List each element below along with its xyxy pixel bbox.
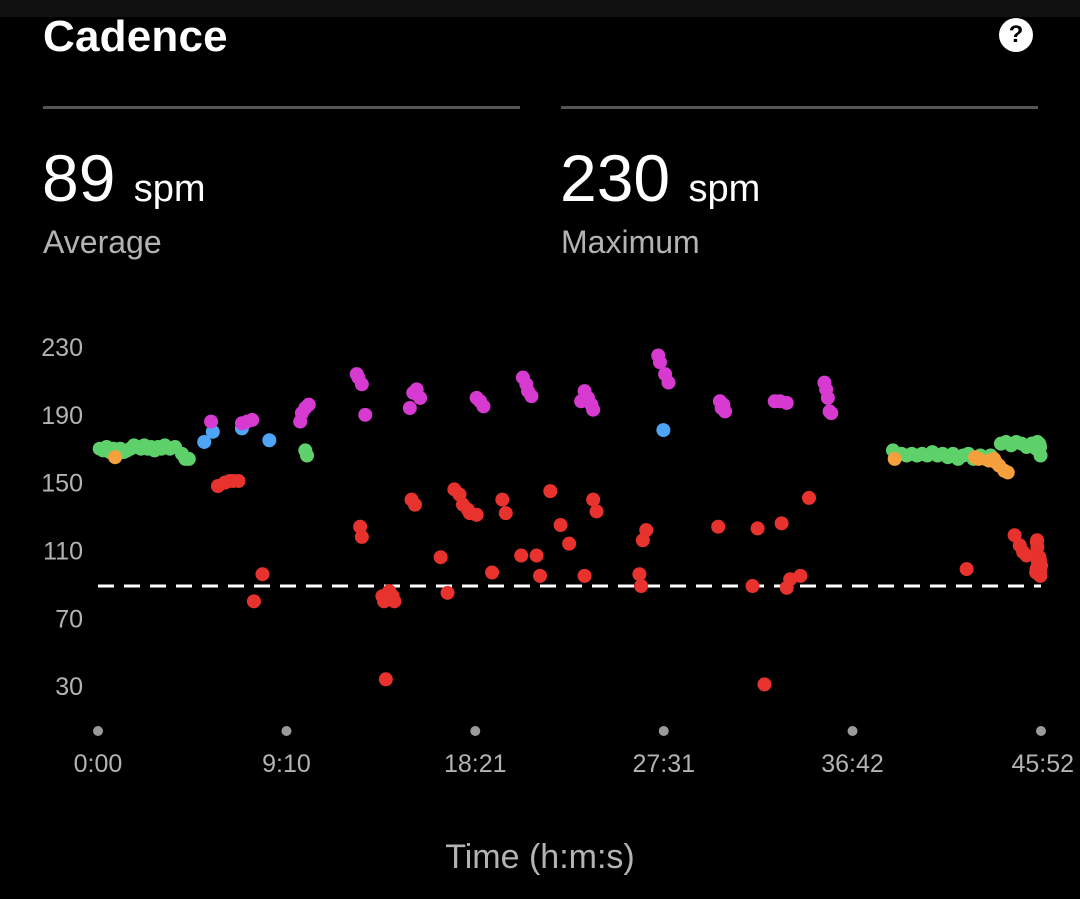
cadence-point [476, 399, 491, 414]
cadence-point [300, 448, 315, 463]
x-tick-label: 18:21 [444, 750, 507, 778]
maximum-unit: spm [688, 168, 761, 210]
x-tick-dot [93, 726, 103, 736]
average-stat: 89 spm [42, 140, 206, 227]
y-tick-label: 230 [41, 334, 83, 362]
cadence-point [413, 390, 428, 405]
cadence-point [533, 568, 548, 583]
cadence-point [757, 677, 772, 692]
cadence-point [262, 433, 277, 448]
x-tick-dot [281, 726, 292, 736]
average-label: Average [43, 224, 162, 260]
cadence-point [793, 568, 808, 583]
maximum-label: Maximum [561, 224, 700, 260]
cadence-point [108, 450, 123, 465]
cadence-point [354, 529, 369, 544]
cadence-point [589, 504, 604, 519]
cadence-point [1033, 448, 1048, 463]
cadence-point [204, 414, 219, 429]
cadence-point [1000, 465, 1015, 480]
x-tick-label: 36:42 [821, 750, 884, 778]
cadence-point [562, 536, 577, 551]
maximum-stat: 230 spm [560, 140, 760, 227]
cadence-point [231, 473, 246, 488]
x-tick-dot [658, 726, 669, 736]
x-axis-ticks: 0:00 9:10 18:21 27:31 36:42 45:52 [74, 726, 1074, 778]
cadence-point [820, 390, 835, 405]
cadence-point [661, 375, 676, 390]
cadence-point [543, 484, 558, 499]
x-tick-label: 45:52 [1011, 750, 1074, 778]
cadence-point [255, 567, 270, 582]
cadence-point [1034, 558, 1048, 573]
maximum-value: 230 [560, 141, 671, 215]
cadence-point [245, 412, 260, 427]
page-title: Cadence [43, 12, 228, 61]
cadence-point [514, 548, 529, 563]
cadence-point [656, 423, 671, 438]
cadence-point [639, 523, 654, 538]
cadence-point [711, 519, 726, 534]
cadence-point [181, 451, 196, 466]
cadence-point [971, 451, 986, 466]
y-tick-label: 190 [41, 402, 83, 430]
cadence-point [407, 497, 422, 512]
cadence-point [498, 506, 513, 521]
cadence-point [378, 672, 393, 687]
cadence-point [485, 565, 500, 580]
cadence-point [824, 406, 839, 421]
cadence-point [387, 594, 402, 609]
x-tick-dot [847, 726, 858, 736]
cadence-point [358, 407, 373, 422]
cadence-point [586, 492, 601, 507]
cadence-point [652, 355, 667, 370]
cadence-point [577, 568, 592, 583]
average-divider [43, 106, 520, 109]
x-tick-label: 0:00 [74, 750, 123, 778]
average-value: 89 [42, 141, 116, 215]
data-points [92, 348, 1048, 692]
cadence-point [402, 401, 417, 416]
cadence-point [887, 451, 902, 466]
x-tick-label: 27:31 [632, 750, 695, 778]
help-icon[interactable]: ? [999, 18, 1033, 52]
cadence-point [802, 490, 817, 505]
y-tick-label: 70 [55, 605, 83, 633]
cadence-point [553, 518, 568, 533]
x-tick-dot [470, 726, 481, 736]
cadence-point [246, 594, 261, 609]
cadence-point [197, 434, 212, 449]
cadence-point [779, 395, 794, 410]
cadence-point [745, 579, 760, 594]
cadence-point [634, 579, 649, 594]
cadence-point [433, 550, 448, 565]
cadence-point [440, 585, 455, 600]
cadence-point [959, 562, 974, 577]
y-tick-label: 30 [55, 673, 83, 701]
cadence-point [718, 404, 733, 419]
average-unit: spm [133, 168, 206, 210]
cadence-scatter-chart: 30 70 110 150 190 230 0:00 9:10 18:21 27:31 36:42… [41, 334, 1074, 778]
cadence-point [524, 389, 539, 404]
cadence-point [354, 377, 369, 392]
cadence-point [586, 402, 601, 417]
cadence-point [750, 521, 765, 536]
x-tick-label: 9:10 [262, 750, 311, 778]
y-tick-label: 110 [43, 537, 83, 565]
y-tick-label: 150 [41, 470, 83, 498]
cadence-point [469, 507, 484, 522]
cadence-point [301, 397, 316, 412]
x-tick-dot [1036, 726, 1046, 736]
x-axis-title: Time (h:m:s) [445, 838, 635, 876]
y-axis-ticks: 30 70 110 150 190 230 [41, 334, 83, 701]
cadence-point [495, 492, 510, 507]
cadence-point [1019, 548, 1034, 563]
cadence-point [529, 548, 544, 563]
maximum-divider [561, 106, 1038, 109]
cadence-point [774, 516, 789, 531]
cadence-point [632, 567, 647, 582]
status-bar-strip [0, 0, 1080, 17]
